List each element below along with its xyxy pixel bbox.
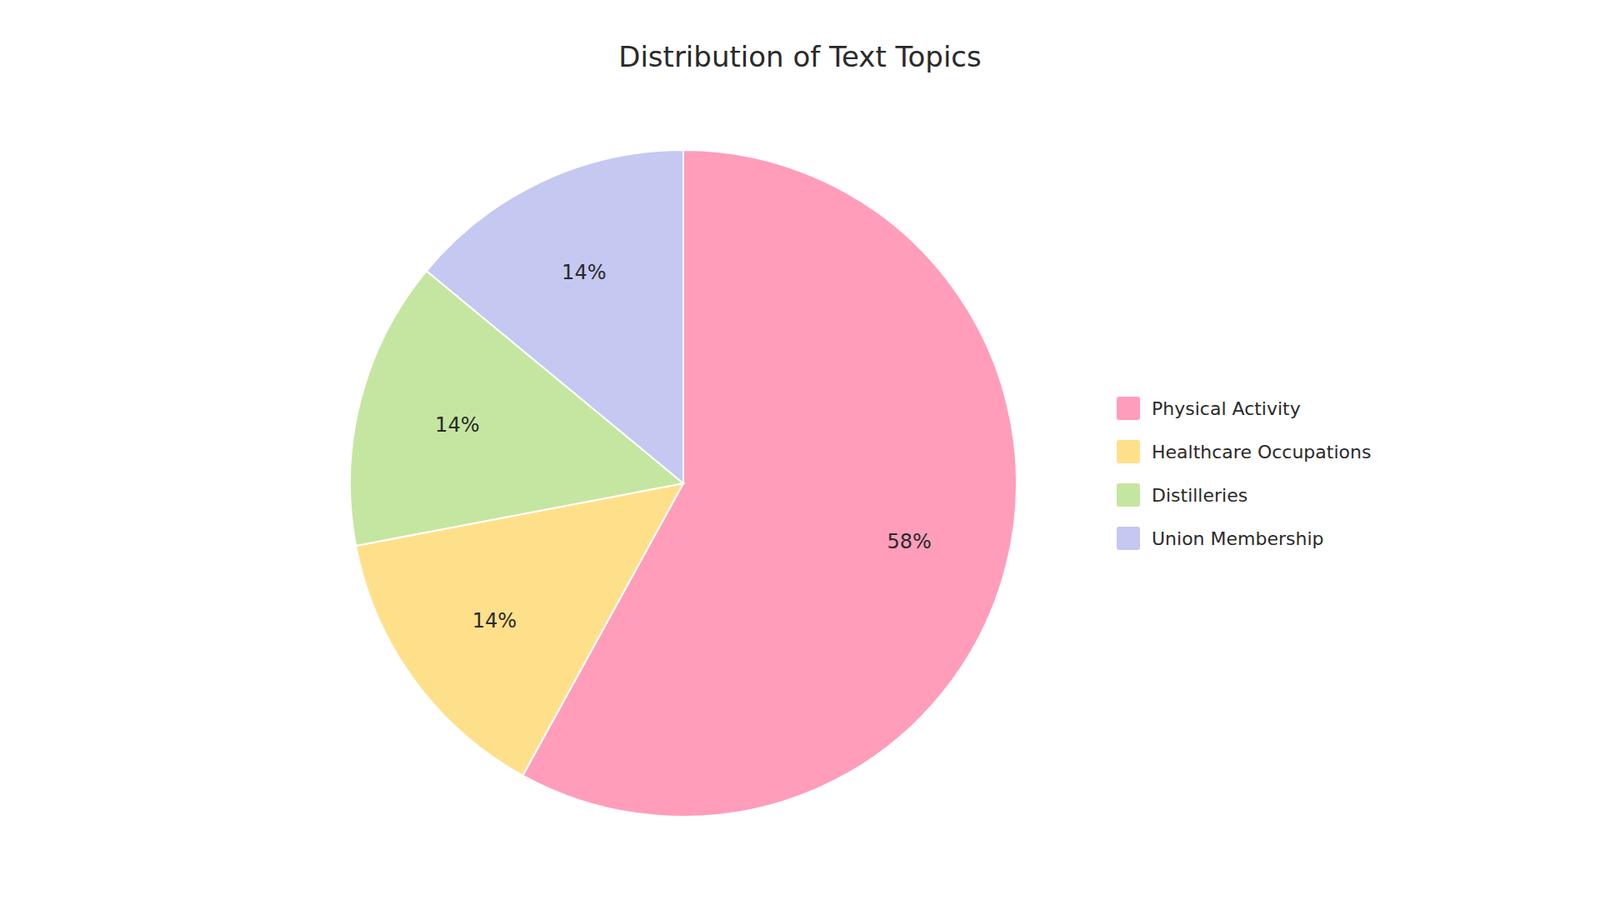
data-label: 14% xyxy=(472,609,517,633)
legend-swatch xyxy=(1116,440,1140,464)
page: {"chart_data": {"type": "pie", "title": … xyxy=(0,0,1600,900)
data-label: 58% xyxy=(887,530,932,554)
data-label: 14% xyxy=(561,260,606,285)
legend-label: Physical Activity xyxy=(1151,398,1301,420)
chart-container: Distribution of Text Topics 58% 14% 14% 14% P… xyxy=(0,0,1600,900)
data-label: 14% xyxy=(435,413,480,437)
chart-title: Distribution of Text Topics xyxy=(618,40,982,74)
legend: Physical Activity Healthcare Occupations D… xyxy=(1116,396,1371,550)
pie-slice xyxy=(426,150,684,484)
legend-label: Distilleries xyxy=(1151,485,1248,506)
chart-svg: Distribution of Text Topics 58% 14% 14% 14% P… xyxy=(0,0,1600,900)
data-labels: 58% 14% 14% 14% xyxy=(435,260,932,633)
legend-label: Union Membership xyxy=(1151,528,1325,550)
legend-swatch xyxy=(1116,483,1140,507)
legend-label: Healthcare Occupations xyxy=(1151,441,1371,463)
pie-slices xyxy=(350,150,1017,817)
legend-swatch xyxy=(1116,396,1140,420)
legend-swatch xyxy=(1116,526,1140,550)
